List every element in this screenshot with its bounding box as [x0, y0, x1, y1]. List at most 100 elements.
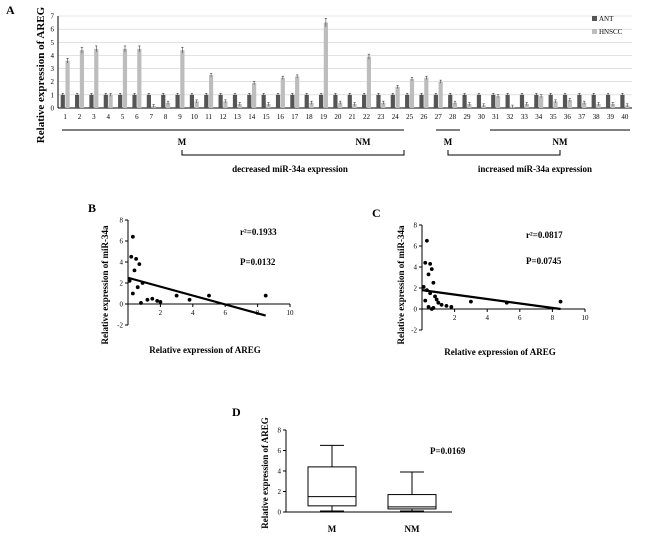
- data-point: [127, 279, 132, 283]
- bar-ant: [476, 94, 482, 108]
- data-point: [433, 294, 437, 299]
- data-point: [158, 300, 163, 304]
- panel-b-label: B: [88, 201, 96, 215]
- bar-ant: [362, 94, 367, 108]
- x-tick-label: 3: [92, 113, 96, 121]
- x-tick-label: 38: [593, 113, 601, 121]
- x-tick-label: 10: [582, 314, 590, 322]
- x-tick-label: 6: [135, 113, 139, 121]
- panel-c-ylabel: Relative expression of miR-34a: [396, 225, 406, 345]
- data-point: [130, 291, 135, 296]
- panel-c-r2: r²=0.0817: [526, 230, 563, 240]
- y-tick-label: 6: [278, 447, 282, 455]
- data-point: [130, 234, 135, 239]
- bar-hnscc: [180, 50, 185, 108]
- x-tick-label: 22: [363, 113, 371, 121]
- bar-ant: [433, 94, 438, 108]
- data-point: [428, 261, 433, 266]
- bar-ant: [562, 94, 568, 108]
- data-point: [150, 296, 155, 301]
- x-tick-label: 7: [150, 113, 154, 121]
- x-tick-label: 17: [291, 113, 299, 121]
- x-tick-label: 6: [518, 314, 522, 322]
- bar-hnscc: [338, 102, 343, 108]
- bar-ant: [89, 94, 94, 108]
- y-tick-label: 4: [120, 259, 124, 267]
- bar-ant: [118, 94, 123, 108]
- regression-line: [127, 276, 266, 317]
- data-point: [137, 262, 142, 266]
- data-point: [155, 298, 160, 303]
- y-tick-label: -2: [117, 322, 123, 330]
- bar-hnscc: [208, 75, 214, 108]
- bar-ant: [204, 94, 209, 108]
- bar-hnscc: [452, 102, 458, 108]
- bar-ant: [534, 94, 539, 108]
- y-tick-label: 6: [414, 243, 418, 251]
- y-tick-label: 5: [51, 39, 55, 47]
- y-tick-label: 6: [51, 26, 55, 34]
- panel-c-chart: -2 0 2 4 6 8 2 4 6 8 10: [411, 222, 589, 335]
- data-point: [132, 268, 137, 273]
- x-tick-label: 32: [507, 113, 515, 121]
- x-tick-label: 31: [492, 113, 500, 121]
- x-tick-label: 18: [306, 113, 314, 121]
- bar-hnscc: [524, 104, 529, 108]
- x-tick-label: 35: [550, 113, 558, 121]
- x-tick-label: 40: [621, 113, 629, 121]
- panel-b-r2: r²=0.1933: [240, 227, 277, 237]
- bar-hnscc: [323, 22, 328, 109]
- y-tick-label: 0: [414, 306, 418, 314]
- legend-swatch-ant: [592, 16, 597, 21]
- x-tick-label: 4: [106, 113, 110, 121]
- bar-hnscc: [567, 100, 572, 108]
- data-point: [439, 302, 444, 307]
- x-tick-label: 28: [449, 113, 457, 121]
- y-tick-label: 8: [120, 217, 124, 225]
- box-iqr: [387, 494, 437, 510]
- bar-hnscc: [165, 102, 171, 108]
- bar-hnscc: [65, 60, 70, 108]
- panel-c-label: C: [372, 206, 381, 220]
- y-tick-label: -2: [411, 327, 417, 335]
- bar-hnscc: [582, 102, 587, 108]
- x-tick-label: 26: [420, 113, 428, 121]
- bar-ant: [591, 94, 596, 108]
- group-label-m-2: M: [444, 137, 453, 147]
- x-tick-label: 14: [248, 113, 256, 121]
- y-tick-label: 4: [414, 264, 418, 272]
- y-tick-label: 1: [51, 91, 55, 99]
- bar-ant: [232, 94, 238, 108]
- data-point: [469, 299, 473, 304]
- bar-ant: [275, 94, 281, 108]
- y-tick-label: 7: [51, 13, 55, 21]
- bar-ant: [146, 94, 151, 108]
- bar-hnscc: [366, 56, 372, 108]
- bar-ant: [290, 94, 295, 108]
- bar-hnscc: [381, 102, 386, 108]
- bracket-increased: [447, 150, 561, 156]
- legend-label-hnscc: HNSCC: [599, 28, 623, 36]
- y-tick-label: 2: [278, 488, 282, 496]
- bar-ant: [405, 94, 410, 108]
- bar-hnscc: [108, 94, 113, 108]
- panel-d-ylabel: Relative expression of AREG: [260, 417, 270, 529]
- y-tick-label: 2: [120, 280, 124, 288]
- bar-ant: [189, 94, 195, 108]
- x-tick-label: 1: [63, 113, 67, 121]
- bar-ant: [333, 94, 338, 108]
- group-label-m: M: [178, 137, 187, 147]
- y-tick-label: 8: [278, 427, 282, 435]
- data-point: [429, 267, 434, 271]
- y-tick-label: 3: [51, 65, 55, 73]
- bar-hnscc: [237, 104, 242, 108]
- x-tick-label: 10: [191, 113, 199, 121]
- bar-ant: [519, 94, 525, 108]
- bar-ant: [605, 94, 611, 108]
- bar-ant: [347, 94, 352, 108]
- x-tick-label: 29: [463, 113, 471, 121]
- y-tick-label: 4: [278, 468, 282, 476]
- x-tick-label: 36: [564, 113, 572, 121]
